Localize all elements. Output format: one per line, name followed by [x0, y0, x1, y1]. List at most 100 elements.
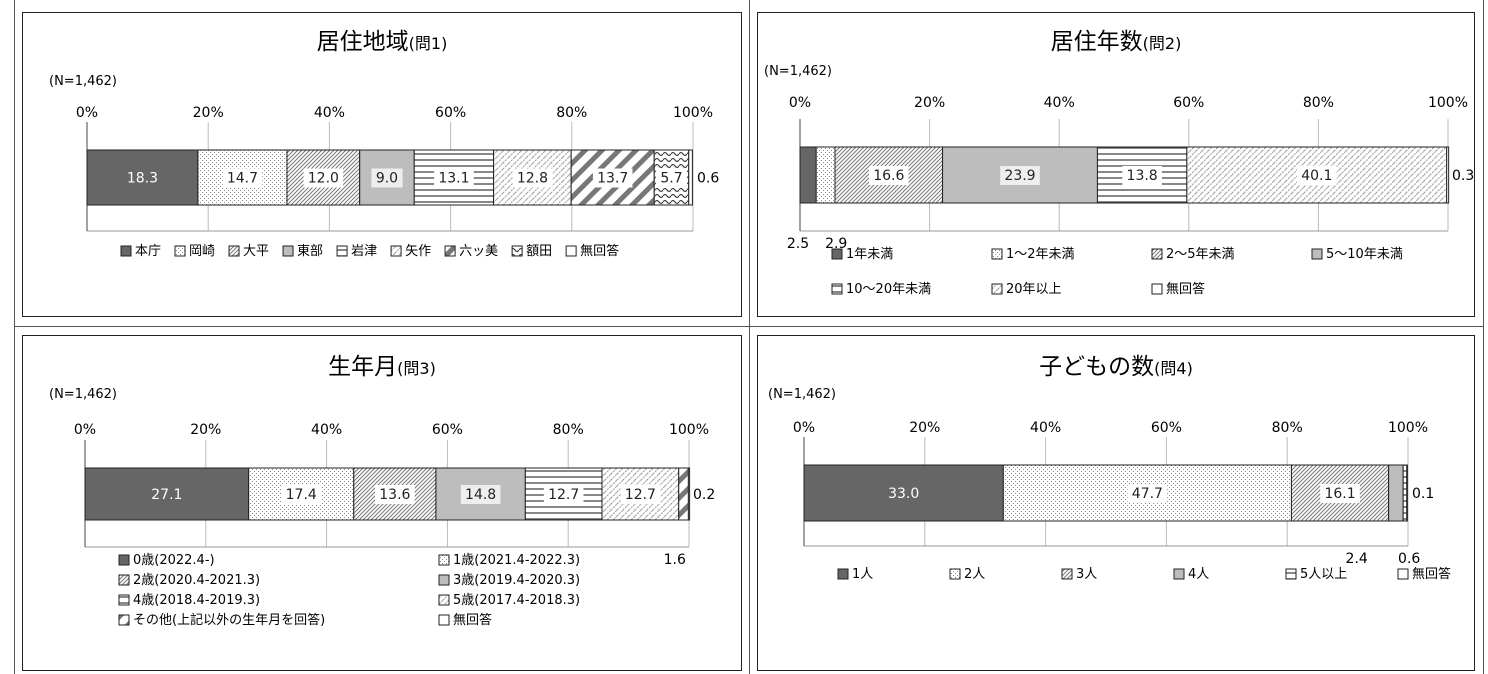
data-label-bg	[620, 485, 661, 504]
data-label-bg	[1122, 166, 1162, 185]
chart-panel-number-of-children: 子どもの数(問4) (N=1,462) 0% 20% 40% 60% 80% 100% 33.0…	[757, 335, 1475, 671]
chart-panel-birth-month: 生年月(問3) (N=1,462) 0% 20% 40% 60% 80% 100% 27.1 17…	[22, 335, 742, 671]
x-tick-label: 60%	[435, 105, 466, 121]
bar-segment	[688, 149, 693, 206]
x-tick-label: 60%	[1173, 95, 1204, 111]
data-label-bg	[1320, 484, 1360, 503]
data-label: 12.7	[625, 487, 656, 503]
legend-item: 無回答	[565, 243, 619, 259]
data-label: 18.3	[127, 171, 158, 187]
chart-svg: 生年月(問3) (N=1,462) 0% 20% 40% 60% 80% 100% 27.1 17…	[49, 354, 715, 628]
x-tick-label: 20%	[914, 95, 945, 111]
sample-size-label: (N=1,462)	[768, 387, 836, 402]
legend-label: 5人以上	[1300, 567, 1347, 582]
chart-title-question: (問2)	[1143, 34, 1182, 53]
x-tick-label: 80%	[1303, 95, 1334, 111]
data-label-bg	[512, 168, 553, 188]
page-middle-rule	[14, 326, 1484, 327]
legend-swatch	[1173, 568, 1185, 580]
legend-item: 1年未満	[831, 247, 893, 262]
bar-segment	[1402, 464, 1408, 522]
data-label-outside: 1.6	[664, 552, 686, 568]
legend-item: 0歳(2022.4-)	[118, 553, 215, 568]
legend-swatch	[438, 594, 450, 606]
chart-title: 居住年数(問2)	[1051, 29, 1182, 55]
legend-label: 20年以上	[1006, 282, 1062, 297]
x-tick-label: 100%	[673, 105, 713, 121]
data-label: 13.8	[1127, 168, 1158, 184]
legend-label: 無回答	[1166, 281, 1205, 297]
legend-label: 4歳(2018.4-2019.3)	[133, 593, 260, 608]
data-label-bg	[1000, 166, 1040, 185]
data-label: 13.1	[438, 171, 469, 187]
bar-segment	[413, 149, 495, 206]
data-label-bg	[868, 166, 909, 185]
data-label-outside: 0.6	[1398, 551, 1420, 567]
legend-swatch	[831, 248, 843, 260]
chart-title: 生年月(問3)	[328, 354, 436, 380]
data-label: 40.1	[1301, 168, 1332, 184]
legend-label: 本庁	[135, 244, 161, 259]
data-label: 5.7	[660, 171, 682, 187]
legend-swatch	[174, 245, 186, 257]
legend-label: 1年未満	[846, 247, 893, 262]
data-label: 14.7	[227, 171, 258, 187]
legend-label: 矢作	[405, 244, 431, 259]
chart-svg: 子どもの数(問4) (N=1,462) 0% 20% 40% 60% 80% 100% 33.0…	[768, 354, 1451, 582]
legend-item: 10～20年未満	[831, 282, 931, 297]
x-tick-label: 20%	[193, 105, 224, 121]
bar-segment	[84, 467, 250, 521]
legend-item: 4歳(2018.4-2019.3)	[118, 593, 260, 608]
data-label: 12.0	[308, 171, 339, 187]
legend-label: 東部	[297, 243, 323, 259]
legend-swatch	[390, 245, 402, 257]
x-tick-label: 40%	[1044, 95, 1075, 111]
data-label-bg	[1296, 166, 1337, 185]
legend-item: 4人	[1173, 567, 1209, 582]
page-right-rule	[1483, 0, 1484, 674]
legend-label: 無回答	[1412, 566, 1451, 582]
bar-segment	[248, 467, 355, 521]
data-label-outside: 0.1	[1412, 486, 1434, 502]
legend-swatch	[949, 568, 961, 580]
legend-item: 岡崎	[174, 244, 215, 259]
x-tick-label: 60%	[432, 422, 463, 438]
legend-item: 岩津	[336, 244, 377, 259]
chart-title-main: 居住年数	[1051, 29, 1143, 55]
x-tick-label: 0%	[74, 422, 96, 438]
data-label-bg	[281, 485, 322, 504]
legend-label: 1～2年未満	[1006, 247, 1075, 262]
legend-label: 岩津	[351, 244, 377, 259]
legend-item: 5人以上	[1285, 567, 1347, 582]
legend-swatch	[118, 614, 130, 626]
x-tick-label: 80%	[1272, 420, 1303, 436]
page-left-rule	[14, 0, 15, 674]
legend-label: 2～5年未満	[1166, 247, 1235, 262]
data-label: 16.1	[1324, 486, 1355, 502]
x-tick-label: 100%	[1428, 95, 1468, 111]
bar-segment	[799, 146, 817, 204]
chart-panel-residence-area: 居住地域(問1) (N=1,462) 0% 20% 40% 60% 80% 100% 18.3 1…	[22, 12, 742, 317]
legend-swatch	[444, 245, 456, 257]
legend-item: 3人	[1061, 567, 1097, 582]
x-tick-label: 40%	[1030, 420, 1061, 436]
data-label: 14.8	[465, 487, 496, 503]
page-center-rule	[749, 0, 750, 674]
legend-item: 1～2年未満	[991, 247, 1075, 262]
sample-size-label: (N=1,462)	[764, 64, 832, 79]
legend-item: 1人	[837, 567, 873, 582]
data-label-bg	[303, 168, 344, 188]
x-tick-label: 20%	[909, 420, 940, 436]
x-tick-label: 100%	[1388, 420, 1428, 436]
legend-item: 東部	[282, 243, 323, 259]
chart-title-question: (問4)	[1154, 359, 1193, 378]
legend-label: 5歳(2017.4-2018.3)	[453, 593, 580, 608]
legend-label: 岡崎	[189, 244, 215, 259]
legend-item: 5歳(2017.4-2018.3)	[438, 593, 580, 608]
data-label-outside: 2.4	[1346, 551, 1368, 567]
data-label-bg	[592, 168, 633, 188]
legend-label: 無回答	[453, 612, 492, 628]
legend-swatch	[118, 574, 130, 586]
chart-title-main: 居住地域	[317, 29, 409, 55]
legend-label: 3歳(2019.4-2020.3)	[453, 573, 580, 588]
